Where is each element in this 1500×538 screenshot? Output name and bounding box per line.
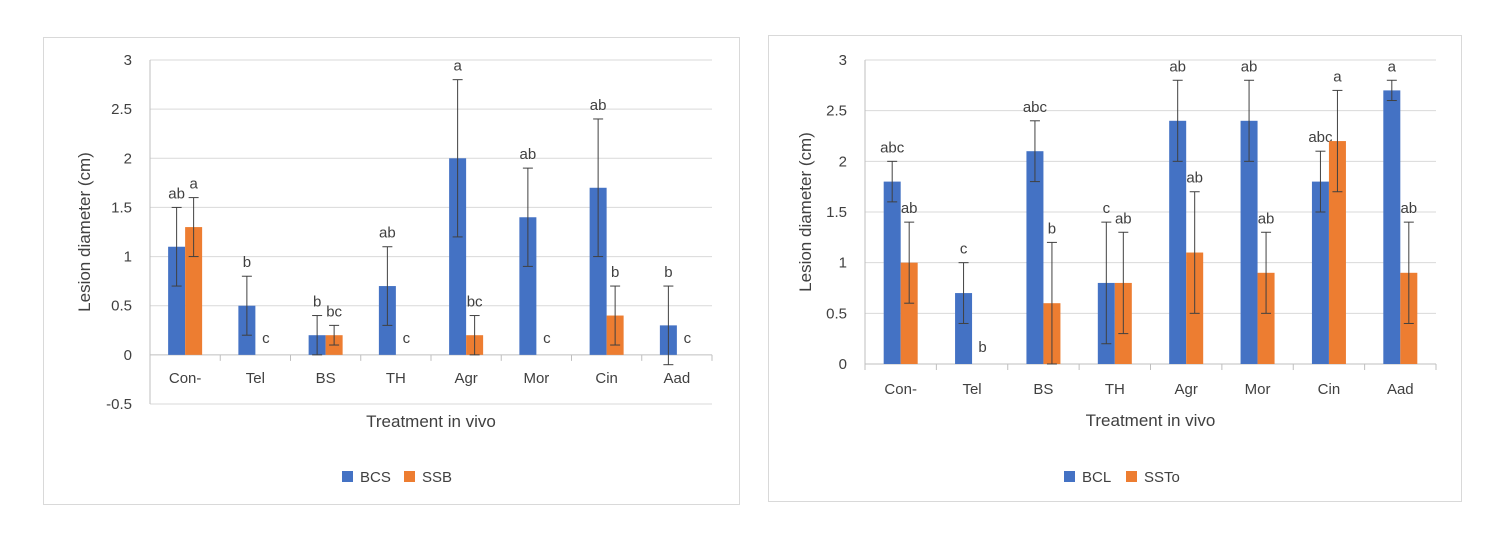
x-tick-label: Con-: [884, 381, 917, 398]
x-tick-label: TH: [1105, 381, 1125, 398]
significance-letter: c: [960, 241, 968, 258]
significance-letter: ab: [1258, 210, 1275, 227]
significance-letter: a: [453, 58, 462, 75]
x-axis-title: Treatment in vivo: [1086, 411, 1216, 430]
x-tick-label: Mor: [523, 370, 549, 387]
y-tick-label: 2.5: [826, 103, 847, 120]
x-tick-label: Mor: [1245, 381, 1271, 398]
bar: [1026, 151, 1044, 364]
y-tick-label: 2.5: [111, 101, 132, 118]
significance-letter: b: [313, 294, 321, 311]
significance-letter: ab: [168, 185, 185, 202]
x-tick-label: BS: [316, 370, 336, 387]
x-tick-label: Con-: [169, 370, 202, 387]
x-tick-label: Cin: [1318, 381, 1341, 398]
significance-letter: ab: [520, 146, 537, 163]
x-tick-label: Agr: [454, 370, 477, 387]
y-tick-label: 1.5: [826, 204, 847, 221]
y-axis-title: Lesion diameter (cm): [796, 132, 815, 292]
significance-letter: b: [243, 254, 251, 271]
bar: [1169, 120, 1187, 364]
significance-letter: b: [978, 339, 986, 356]
bar: [883, 181, 901, 364]
bar: [185, 227, 203, 355]
significance-letter: c: [403, 330, 411, 347]
x-tick-label: Aad: [664, 370, 691, 387]
y-tick-label: 2: [124, 150, 132, 167]
legend-swatch: [1064, 471, 1075, 482]
legend-label: BCL: [1082, 469, 1111, 486]
bar: [519, 217, 537, 355]
y-tick-label: 1: [839, 255, 847, 272]
x-tick-label: Aad: [1387, 381, 1414, 398]
significance-letter: b: [1048, 220, 1056, 237]
legend-swatch: [404, 471, 415, 482]
significance-letter: ab: [1241, 58, 1258, 75]
legend-label: SSB: [422, 469, 452, 486]
significance-letter: b: [611, 264, 619, 281]
bar: [1257, 272, 1275, 364]
significance-letter: bc: [467, 294, 483, 311]
x-tick-label: Tel: [962, 381, 981, 398]
chart-panel-right: 0 0.5 1 1.5 2 2.5 3 abc c abc c ab ab abc a ab b b ab ab ab a…: [768, 35, 1462, 502]
chart-panel-left: -0.5 0 0.5 1 1.5 2 2.5 3 ab b b ab a ab ab b a c bc c bc c b c C…: [43, 37, 740, 505]
y-tick-label: 1.5: [111, 199, 132, 216]
significance-letter: ab: [379, 225, 396, 242]
bar: [1240, 120, 1258, 364]
bar: [168, 246, 186, 355]
x-tick-label: Cin: [595, 370, 618, 387]
bar: [589, 187, 607, 355]
legend-swatch: [1126, 471, 1137, 482]
bar: [449, 158, 467, 355]
significance-letter: ab: [1115, 210, 1132, 227]
y-tick-label: 3: [124, 52, 132, 69]
significance-letter: ab: [901, 200, 918, 217]
significance-letter: ab: [1169, 58, 1186, 75]
legend-swatch: [342, 471, 353, 482]
significance-letter: ab: [590, 97, 607, 114]
significance-letter: a: [1388, 58, 1397, 75]
bar: [1328, 141, 1346, 364]
legend-label: SSTo: [1144, 469, 1180, 486]
bar: [1383, 90, 1401, 365]
y-tick-label: 0.5: [826, 305, 847, 322]
y-axis-title: Lesion diameter (cm): [75, 152, 94, 312]
y-tick-label: 3: [839, 52, 847, 69]
x-axis-title: Treatment in vivo: [366, 412, 496, 431]
significance-letter: abc: [880, 139, 905, 156]
significance-letter: a: [189, 176, 198, 193]
x-tick-label: TH: [386, 370, 406, 387]
bar: [1311, 181, 1329, 364]
y-tick-label: 0: [124, 347, 132, 364]
significance-letter: bc: [326, 303, 342, 320]
y-tick-label: -0.5: [106, 396, 132, 413]
significance-letter: ab: [1400, 200, 1417, 217]
x-tick-label: Tel: [246, 370, 265, 387]
bar: [900, 262, 918, 364]
x-tick-label: Agr: [1175, 381, 1198, 398]
significance-letter: ab: [1186, 170, 1203, 187]
significance-letter: c: [262, 330, 270, 347]
significance-letter: c: [684, 330, 692, 347]
bar: [955, 293, 973, 364]
significance-letter: abc: [1023, 99, 1048, 116]
y-tick-label: 2: [839, 153, 847, 170]
significance-letter: b: [664, 264, 672, 281]
y-tick-label: 0.5: [111, 298, 132, 315]
legend-label: BCS: [360, 469, 391, 486]
significance-letter: c: [543, 330, 551, 347]
chart-left-svg: -0.500.511.522.53abbbabaababbacbccbccbcC…: [75, 52, 713, 486]
significance-letter: abc: [1308, 129, 1333, 146]
y-tick-label: 0: [839, 356, 847, 373]
significance-letter: a: [1333, 68, 1342, 85]
x-tick-label: BS: [1033, 381, 1053, 398]
y-tick-label: 1: [124, 249, 132, 266]
significance-letter: c: [1103, 200, 1111, 217]
